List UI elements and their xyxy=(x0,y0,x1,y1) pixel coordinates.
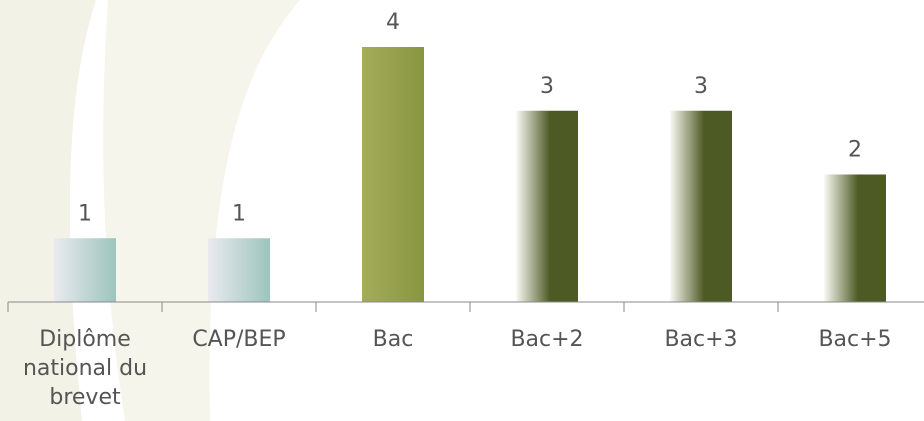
category-label-line: Bac xyxy=(373,327,414,352)
x-axis-ticks xyxy=(7,302,779,312)
bar xyxy=(516,110,578,302)
bar xyxy=(54,238,116,302)
category-label: Bac+2 xyxy=(510,327,583,352)
category-label-line: national du xyxy=(23,356,147,381)
category-label-line: Bac+5 xyxy=(818,327,891,352)
category-label-line: CAP/BEP xyxy=(192,327,285,352)
data-label: 4 xyxy=(386,10,400,35)
category-label-line: Diplôme xyxy=(39,327,131,352)
data-label: 3 xyxy=(694,74,708,99)
category-label-line: Bac+3 xyxy=(664,327,737,352)
bar xyxy=(208,238,270,302)
category-label-line: brevet xyxy=(49,385,121,410)
data-label: 3 xyxy=(540,74,554,99)
data-label: 1 xyxy=(78,201,92,226)
bar xyxy=(824,174,886,302)
category-label: Bac+3 xyxy=(664,327,737,352)
background-decoration xyxy=(0,0,300,421)
category-label-line: Bac+2 xyxy=(510,327,583,352)
data-label: 1 xyxy=(232,201,246,226)
category-label: Bac xyxy=(373,327,414,352)
background-leaf-left xyxy=(0,0,96,421)
category-label: Bac+5 xyxy=(818,327,891,352)
bar xyxy=(362,47,424,302)
category-label: CAP/BEP xyxy=(192,327,285,352)
category-label: Diplôme national du brevet xyxy=(23,327,147,410)
bar xyxy=(670,110,732,302)
category-labels-layer: Diplôme national du brevet CAP/BEP Bac Bac+2 B… xyxy=(23,327,892,410)
data-label: 2 xyxy=(848,138,862,163)
value-labels-layer: 1 1 4 3 3 2 xyxy=(78,10,862,226)
background-leaf-right xyxy=(103,0,300,421)
bars-layer xyxy=(54,47,886,302)
